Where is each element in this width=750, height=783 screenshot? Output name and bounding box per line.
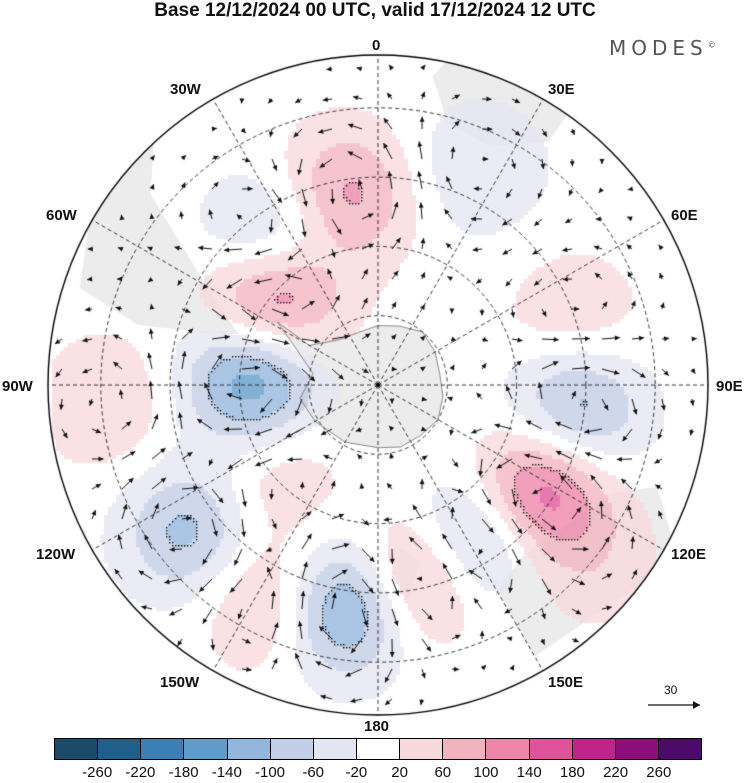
colorbar [54,738,702,760]
colorbar-tick-label: 100 [473,764,499,781]
colorbar-tick-label: -180 [168,764,199,781]
colorbar-swatch [269,739,313,759]
colorbar-tick-label: 260 [646,764,672,781]
lon-label-120w: 120W [36,546,76,563]
colorbar-swatch [140,739,184,759]
colorbar-swatch [183,739,227,759]
colorbar-tick-label: -20 [345,764,368,781]
colorbar-swatch [571,739,615,759]
lon-label-90e: 90E [716,378,743,395]
wind-reference-label: 30 [664,683,678,697]
colorbar-swatch [528,739,572,759]
colorbar-swatch [312,739,356,759]
lon-label-150w: 150W [160,674,200,691]
lon-label-30w: 30W [170,81,201,98]
lon-label-0: 0 [372,37,381,54]
colorbar-swatch [97,739,141,759]
colorbar-tick-label: -260 [82,764,113,781]
colorbar-swatch [355,739,400,759]
colorbar-tick-label: 60 [434,764,452,781]
colorbar-tick-label: -60 [302,764,325,781]
colorbar-tick-label: 220 [603,764,629,781]
colorbar-swatch [614,739,658,759]
lon-label-60w: 60W [46,207,77,224]
colorbar-swatch [442,739,486,759]
colorbar-swatch [55,739,98,759]
colorbar-tick-labels: -260 -220 -180 -140 -100 -60 -20 20 60 100 140 180 2… [0,764,750,782]
colorbar-tick-label: 180 [559,764,585,781]
lon-label-90w: 90W [2,378,33,395]
page-title: Base 12/12/2024 00 UTC, valid 17/12/2024… [154,0,596,21]
lon-label-60e: 60E [671,207,698,224]
colorbar-tick-label: -140 [211,764,242,781]
colorbar-swatch [226,739,270,759]
colorbar-swatch [399,739,443,759]
lon-label-120e: 120E [671,546,707,563]
lon-label-30e: 30E [548,81,575,98]
colorbar-swatch [657,739,702,759]
colorbar-swatch [485,739,529,759]
modes-logo: MODES© [609,36,716,60]
lon-label-180: 180 [364,718,390,735]
colorbar-tick-label: 20 [391,764,408,781]
colorbar-tick-label: -220 [125,764,156,781]
colorbar-tick-label: 140 [516,764,542,781]
colorbar-tick-label: -100 [254,764,286,781]
lon-label-150e: 150E [548,674,584,691]
